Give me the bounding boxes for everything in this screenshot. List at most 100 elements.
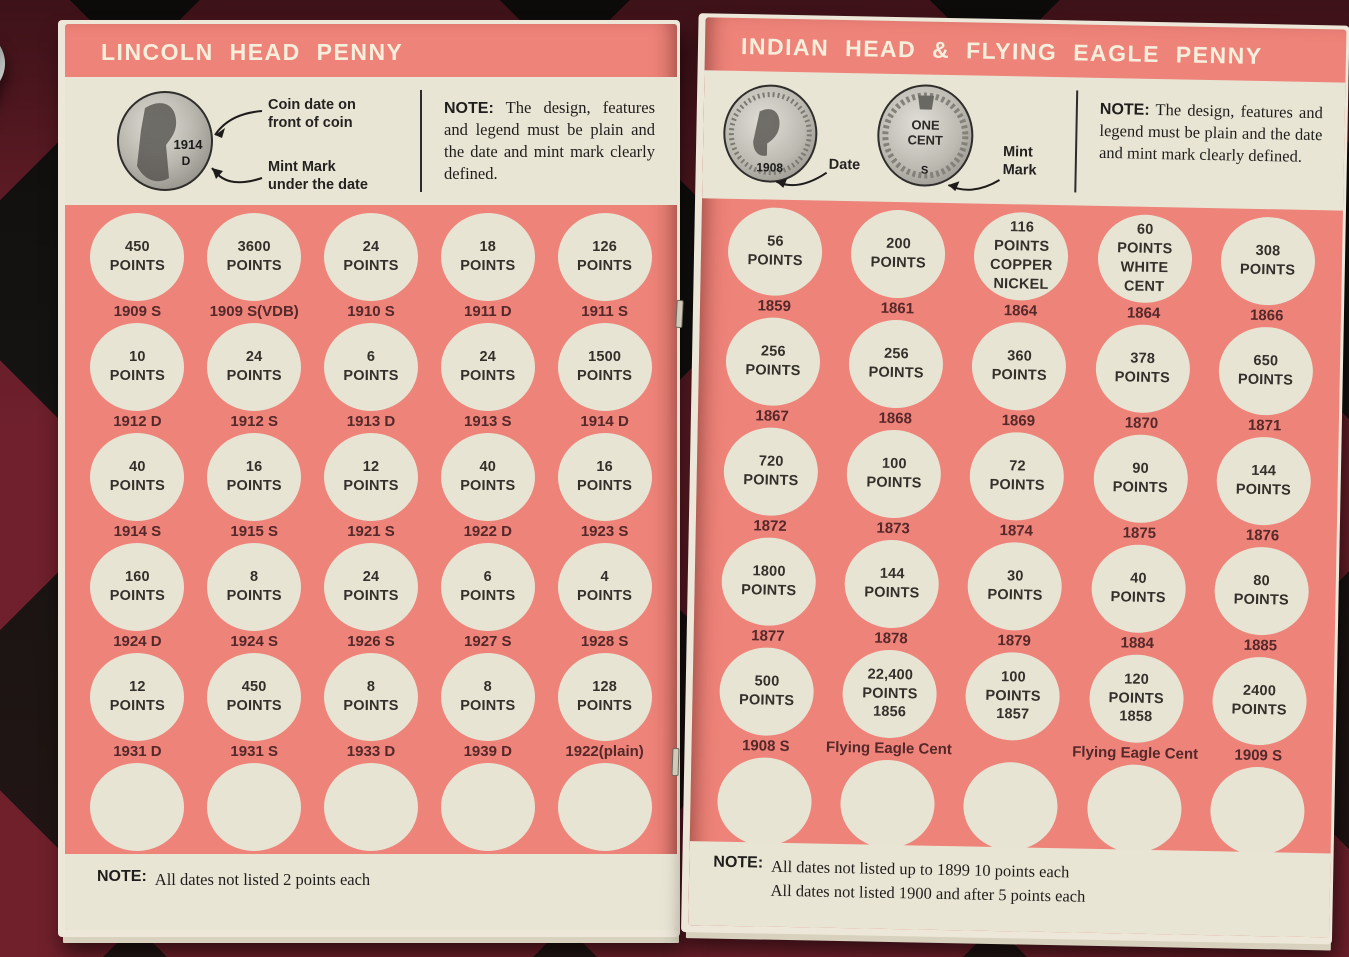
coin-date-label: 1924 S (230, 633, 278, 650)
coin-slot: 56 POINTS 1859 (714, 206, 837, 319)
coin-slot: 90 POINTS 1875 (1076, 433, 1204, 546)
footer-note-label: NOTE: (713, 853, 764, 872)
coin-date-label: 1939 D (463, 743, 512, 760)
coin-date-label: 1913 D (346, 413, 396, 430)
right-page: INDIAN HEAD & FLYING EAGLE PENNY (681, 13, 1349, 945)
coin-one-text: ONE (911, 117, 940, 133)
points-value: 6 POINTS (460, 569, 516, 604)
right-points-grid: 56 POINTS 1859 200 POINTS 1861 116 POINT… (689, 206, 1343, 878)
coin-slot-circle: 60 POINTS WHITE CENT (1096, 213, 1193, 304)
coin-date-label: 1922(plain) (565, 743, 644, 760)
coin-slot: 24 POINTS 1926 S (313, 543, 430, 653)
coin-slot: 2400 POINTS 1909 S (1198, 656, 1321, 768)
coin-slot-circle: 80 POINTS (1213, 546, 1310, 636)
coin-slot-circle: 256 POINTS (848, 319, 945, 409)
coin-slot-circle: 360 POINTS (971, 321, 1068, 412)
coin-slot: 116 POINTS COPPER NICKEL 1864 (960, 211, 1083, 323)
coin-slot-circle: 1800 POINTS (721, 536, 817, 627)
points-value: 8 POINTS (460, 679, 516, 714)
points-value: 650 POINTS (1237, 353, 1294, 389)
coin-date-label: 1909 S(VDB) (209, 303, 299, 320)
coin-date-label: 1912 S (230, 413, 278, 430)
coin-slot-circle: 450 POINTS (207, 653, 302, 741)
coin-slot: 40 POINTS 1922 D (429, 433, 546, 543)
coin-slot-circle: 650 POINTS (1217, 326, 1314, 417)
coin-slot-circle: 3600 POINTS (207, 213, 302, 301)
coin-slot-circle: 16 POINTS (557, 433, 652, 521)
coin-slot: 6 POINTS 1913 D (313, 323, 430, 433)
coin-slot: 378 POINTS 1870 (1078, 323, 1206, 436)
coin-slot-circle: 24 POINTS (323, 213, 418, 301)
points-value: 100 POINTS (866, 455, 922, 492)
coin-slot: 308 POINTS 1866 (1206, 216, 1329, 328)
coin-slot: 12 POINTS 1921 S (313, 433, 430, 543)
coin-date-label: 1877 (751, 627, 785, 645)
coin-date-label: 1861 (880, 299, 915, 318)
coin-slot (313, 763, 430, 873)
right-footer-strip: NOTE: All dates not listed up to 1899 10… (688, 841, 1331, 938)
coin-slot-circle (440, 763, 535, 851)
coin-date-label: 1884 (1120, 634, 1155, 653)
coin-slot: 16 POINTS 1923 S (546, 433, 663, 543)
coin-date-label: 1922 D (463, 523, 512, 540)
coin-date-label: Flying Eagle Cent (825, 738, 952, 759)
coin-slot: 72 POINTS 1874 (956, 431, 1079, 543)
points-value: 90 POINTS (1112, 460, 1168, 497)
points-value: 378 POINTS (1114, 350, 1171, 387)
coin-date-label: 1924 D (113, 633, 162, 650)
points-value: 40 POINTS (1110, 570, 1166, 607)
points-value: 308 POINTS (1239, 243, 1296, 279)
right-page-title: INDIAN HEAD & FLYING EAGLE PENNY (740, 32, 1263, 70)
coin-slot-circle (716, 756, 813, 847)
coin-mintmark-text: D (182, 154, 191, 168)
coin-slot: 120 POINTS 1858 Flying Eagle Cent (1072, 653, 1200, 765)
coin-slot-circle (557, 763, 652, 851)
one-cent-reverse-coin-icon: ONE CENT S (877, 84, 974, 187)
left-page-panel: LINCOLN HEAD PENNY 1 (65, 24, 677, 930)
coin-slot: 256 POINTS 1868 (832, 319, 960, 431)
coin-date-label: 1921 S (347, 523, 395, 540)
coin-cent-text: CENT (907, 132, 943, 148)
staple-icon (675, 299, 684, 329)
coin-slot-circle (1086, 763, 1182, 854)
coin-slot: 60 POINTS WHITE CENT 1864 (1080, 213, 1208, 326)
coin-date-label: 1873 (876, 519, 910, 538)
coin-date-label: 1909 S (113, 303, 162, 320)
coin-slot-circle: 4 POINTS (557, 543, 652, 631)
coin-slot-circle: 24 POINTS (440, 323, 535, 411)
coin-slot: 22,400 POINTS 1856 Flying Eagle Cent (826, 649, 954, 761)
coin-slot-circle: 144 POINTS (1215, 436, 1312, 526)
coin-date-label: 1923 S (580, 523, 629, 540)
points-value: 18 POINTS (460, 239, 516, 274)
points-value: 80 POINTS (1233, 573, 1290, 609)
coin-slot: 6 POINTS 1927 S (429, 543, 546, 653)
points-value: 24 POINTS (226, 349, 282, 384)
coin-slot: 200 POINTS 1861 (834, 209, 962, 321)
coin-slot-circle: 40 POINTS (440, 433, 535, 521)
left-page-title: LINCOLN HEAD PENNY (101, 39, 404, 65)
points-value: 116 POINTS COPPER NICKEL (989, 219, 1053, 293)
points-value: 144 POINTS (1235, 463, 1292, 499)
coin-slot-circle: 308 POINTS (1219, 216, 1316, 307)
coin-slot-circle: 126 POINTS (557, 213, 652, 301)
coin-slot-circle: 100 POINTS (846, 429, 943, 519)
coin-slot-circle (90, 763, 185, 851)
coin-date-label: 1869 (1001, 412, 1036, 430)
coin-slot: 30 POINTS 1879 (954, 541, 1077, 653)
coin-slot: 100 POINTS 1857 (952, 651, 1075, 763)
footer-note-line: All dates not listed 1900 and after 5 po… (770, 880, 1086, 906)
points-value: 24 POINTS (343, 569, 399, 604)
coin-slot-circle: 2400 POINTS (1211, 656, 1308, 746)
coin-slot-circle: 22,400 POINTS 1856 (842, 649, 938, 739)
coin-slot-circle: 30 POINTS (967, 541, 1064, 632)
coin-slot-circle: 128 POINTS (557, 653, 652, 741)
points-value: 22,400 POINTS 1856 (862, 666, 918, 721)
coin-date-label: 1871 (1247, 416, 1282, 435)
coin-slot-circle: 450 POINTS (90, 213, 185, 301)
coin-slot-circle: 500 POINTS (718, 646, 815, 737)
coin-date-label: 1859 (757, 297, 792, 315)
coin-slot-circle: 100 POINTS 1857 (965, 651, 1061, 742)
annotation-arrows-icon (211, 110, 263, 184)
note-label: NOTE: (1099, 100, 1150, 119)
